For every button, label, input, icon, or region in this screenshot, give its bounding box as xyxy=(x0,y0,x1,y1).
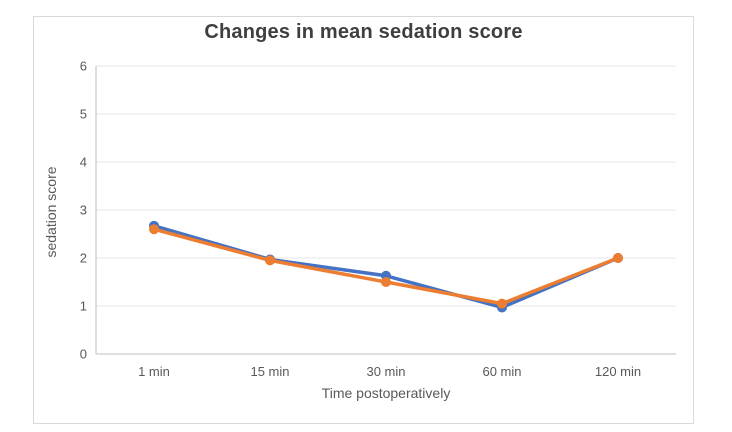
y-tick-label: 5 xyxy=(80,107,87,122)
y-tick-label: 6 xyxy=(80,59,87,74)
series-orange-point xyxy=(265,255,275,266)
series-orange-point xyxy=(381,277,391,287)
chart-panel: Changes in mean sedation score sedation … xyxy=(33,16,694,424)
y-tick-label: 3 xyxy=(80,203,87,218)
series-orange-point xyxy=(613,253,623,263)
series-orange-point xyxy=(149,224,159,235)
x-tick-label: 30 min xyxy=(366,364,405,379)
y-tick-label: 1 xyxy=(80,299,87,314)
x-tick-label: 120 min xyxy=(595,364,641,379)
x-tick-label: 1 min xyxy=(138,364,170,379)
plot-area: 0 1 2 3 4 5 6 1 min 15 min 30 min 60 min 120 min xyxy=(80,59,676,379)
series-blue-line xyxy=(152,224,620,310)
series-orange-point xyxy=(497,298,507,309)
x-tick-label: 60 min xyxy=(482,364,521,379)
x-tick-label: 15 min xyxy=(250,364,289,379)
x-axis-title: Time postoperatively xyxy=(321,385,451,401)
chart-title: Changes in mean sedation score xyxy=(204,21,523,43)
y-tick-label: 0 xyxy=(80,347,87,362)
y-tick-label: 2 xyxy=(80,251,87,266)
y-tick-label: 4 xyxy=(80,155,87,170)
series-orange-line xyxy=(152,227,620,306)
